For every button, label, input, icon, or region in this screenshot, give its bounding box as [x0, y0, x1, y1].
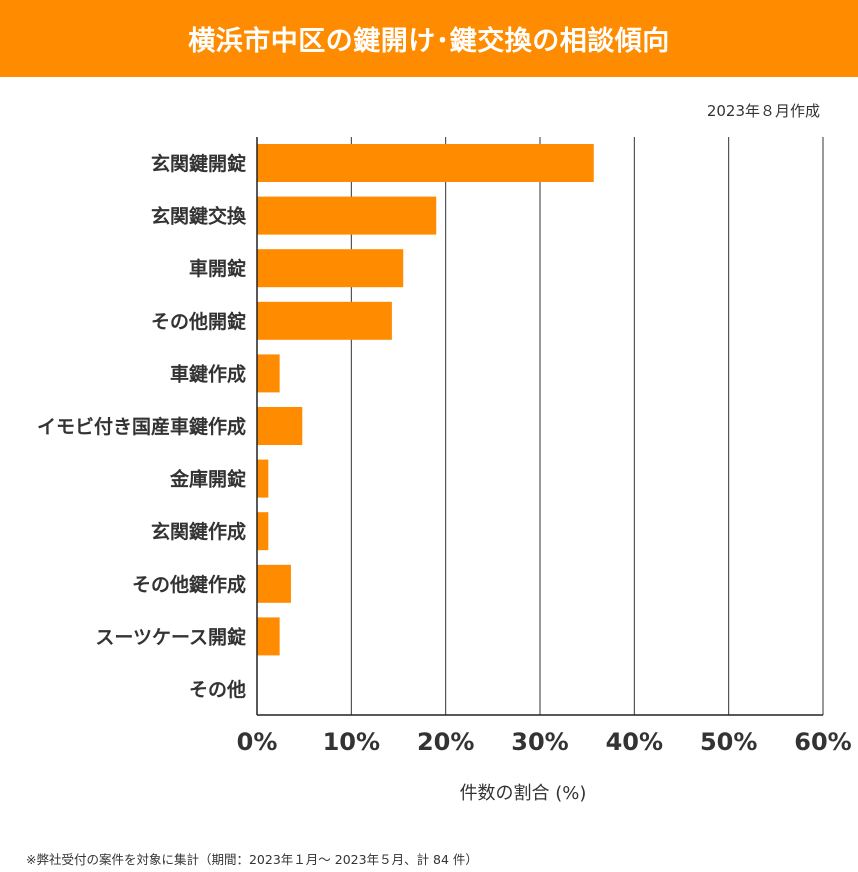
- x-tick-label: 0%: [237, 728, 278, 756]
- category-label: スーツケース開錠: [95, 625, 246, 648]
- bar-chart: 玄関鍵開錠玄関鍵交換車開錠その他開錠車鍵作成イモビ付き国産車鍵作成金庫開錠玄関鍵…: [37, 137, 852, 756]
- category-label: 玄関鍵作成: [151, 520, 246, 543]
- category-label: 玄関鍵開錠: [151, 152, 246, 175]
- bar: [257, 407, 303, 445]
- grid-lines: [350, 137, 824, 715]
- bar: [257, 459, 269, 498]
- bar: [257, 301, 392, 340]
- category-label: イモビ付き国産車鍵作成: [37, 415, 246, 438]
- title-banner: 横浜市中区の鍵開け･鍵交換の相談傾向: [0, 0, 858, 77]
- bars: [257, 144, 594, 656]
- bar: [257, 617, 280, 656]
- category-label: 金庫開錠: [169, 468, 246, 491]
- bar: [257, 144, 594, 182]
- category-labels: 玄関鍵開錠玄関鍵交換車開錠その他開錠車鍵作成イモビ付き国産車鍵作成金庫開錠玄関鍵…: [37, 152, 247, 701]
- x-tick-label: 50%: [700, 728, 757, 756]
- footnote: ※弊社受付の案件を対象に集計（期間：2023年１月～ 2023年５月、計 84 …: [26, 852, 478, 867]
- x-tick-label: 20%: [417, 728, 474, 756]
- bar: [257, 249, 404, 288]
- tick-labels: 0% 10% 20% 30% 40% 50% 60%: [237, 728, 852, 756]
- created-date: 2023年８月作成: [706, 102, 820, 120]
- chart-title: 横浜市中区の鍵開け･鍵交換の相談傾向: [188, 26, 670, 57]
- x-axis-title: 件数の割合 (%): [459, 783, 587, 804]
- bar: [257, 564, 291, 603]
- category-label: その他: [189, 678, 246, 701]
- bar: [257, 512, 269, 551]
- axes: [256, 137, 823, 716]
- category-label: 車鍵作成: [170, 362, 246, 385]
- category-label: 車開錠: [189, 257, 246, 280]
- category-label: その他鍵作成: [132, 573, 246, 596]
- x-tick-label: 60%: [794, 728, 851, 756]
- category-label: 玄関鍵交換: [151, 205, 247, 228]
- bar: [257, 354, 280, 393]
- x-tick-label: 40%: [606, 728, 663, 756]
- category-label: その他開錠: [151, 310, 246, 333]
- x-tick-label: 10%: [323, 728, 380, 756]
- x-tick-label: 30%: [511, 728, 568, 756]
- bar: [257, 196, 437, 235]
